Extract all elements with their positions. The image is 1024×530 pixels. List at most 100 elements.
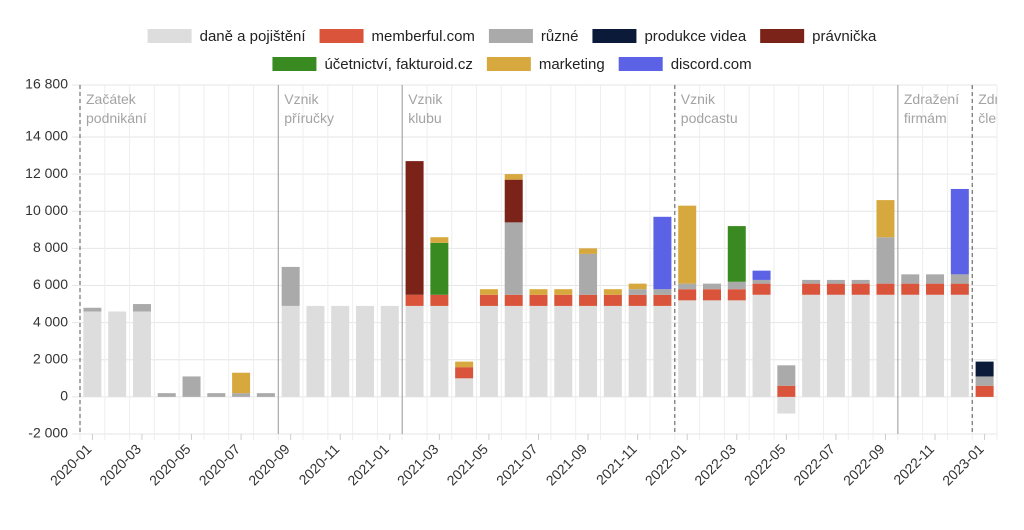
bar-2021-10-memberful-com[interactable] — [603, 294, 622, 306]
bar-2022-03-dane-a-pojisteni[interactable] — [727, 300, 746, 397]
bar-2022-09-ruzne[interactable] — [876, 237, 895, 284]
bar-2021-06-memberful-com[interactable] — [504, 294, 523, 306]
bar-2021-12-dane-a-pojisteni[interactable] — [653, 305, 672, 397]
bar-2022-03-ruzne[interactable] — [727, 281, 746, 290]
bar-2020-09-dane-a-pojisteni[interactable] — [281, 305, 300, 397]
bar-2020-01-ruzne[interactable] — [83, 307, 102, 312]
bar-2020-03-dane-a-pojisteni[interactable] — [132, 311, 151, 397]
bar-2022-01-ruzne[interactable] — [678, 283, 697, 290]
bar-2021-05-dane-a-pojisteni[interactable] — [479, 305, 498, 397]
bar-2022-08-ruzne[interactable] — [851, 279, 870, 284]
bar-2021-10-dane-a-pojisteni[interactable] — [603, 305, 622, 397]
bar-2021-05-marketing[interactable] — [479, 289, 498, 295]
bar-2022-10-ruzne[interactable] — [901, 274, 920, 284]
bar-2022-01-marketing[interactable] — [678, 205, 697, 284]
bar-2021-12-ruzne[interactable] — [653, 289, 672, 295]
bar-2022-09-marketing[interactable] — [876, 200, 895, 238]
bar-2021-12-memberful-com[interactable] — [653, 294, 672, 306]
bar-2022-01-memberful-com[interactable] — [678, 289, 697, 301]
bar-2020-11-dane-a-pojisteni[interactable] — [331, 305, 350, 397]
legend-item-ucetnictvi-fakturoid-cz[interactable]: účetnictví, fakturoid.cz — [272, 56, 473, 73]
bar-2022-04-discord-com[interactable] — [752, 270, 771, 280]
bar-2021-06-dane-a-pojisteni[interactable] — [504, 305, 523, 397]
bar-2022-02-dane-a-pojisteni[interactable] — [702, 300, 721, 397]
bar-2022-08-dane-a-pojisteni[interactable] — [851, 294, 870, 397]
bar-2021-03-marketing[interactable] — [430, 237, 449, 243]
bar-2022-12-ruzne[interactable] — [950, 274, 969, 284]
bar-2022-02-memberful-com[interactable] — [702, 289, 721, 301]
bar-2021-09-dane-a-pojisteni[interactable] — [579, 305, 598, 397]
bar-2021-04-memberful-com[interactable] — [455, 367, 474, 379]
bar-2020-05-ruzne[interactable] — [182, 376, 201, 397]
bar-2022-11-ruzne[interactable] — [926, 274, 945, 284]
bar-2020-07-marketing[interactable] — [232, 372, 251, 394]
bar-2020-08-ruzne[interactable] — [256, 393, 275, 397]
bar-2022-12-dane-a-pojisteni[interactable] — [950, 294, 969, 397]
bar-2021-03-dane-a-pojisteni[interactable] — [430, 305, 449, 397]
bar-2022-04-ruzne[interactable] — [752, 279, 771, 284]
bar-2021-06-pravnicka[interactable] — [504, 179, 523, 223]
bar-2022-07-ruzne[interactable] — [826, 279, 845, 284]
bar-2022-06-memberful-com[interactable] — [802, 283, 821, 295]
bar-2022-04-memberful-com[interactable] — [752, 283, 771, 295]
bar-2021-04-marketing[interactable] — [455, 361, 474, 368]
legend-item-discord-com[interactable]: discord.com — [618, 56, 752, 73]
bar-2022-11-memberful-com[interactable] — [926, 283, 945, 295]
bar-2020-07-ruzne[interactable] — [232, 393, 251, 397]
bar-2021-07-marketing[interactable] — [529, 289, 548, 295]
bar-2021-06-ruzne[interactable] — [504, 222, 523, 295]
bar-2021-08-marketing[interactable] — [554, 289, 573, 295]
bar-2021-05-memberful-com[interactable] — [479, 294, 498, 306]
bar-2023-01-produkce-videa[interactable] — [975, 361, 994, 377]
bar-2021-08-memberful-com[interactable] — [554, 294, 573, 306]
bar-2021-02-dane-a-pojisteni[interactable] — [405, 305, 424, 397]
bar-2021-11-dane-a-pojisteni[interactable] — [628, 305, 647, 397]
bar-2021-11-ruzne[interactable] — [628, 289, 647, 295]
bar-2021-12-discord-com[interactable] — [653, 216, 672, 290]
bar-2021-07-dane-a-pojisteni[interactable] — [529, 305, 548, 397]
bar-2022-01-dane-a-pojisteni[interactable] — [678, 300, 697, 397]
bar-2022-12-memberful-com[interactable] — [950, 283, 969, 295]
bar-2020-06-ruzne[interactable] — [207, 393, 226, 397]
bar-2022-07-memberful-com[interactable] — [826, 283, 845, 295]
bar-2022-02-ruzne[interactable] — [702, 283, 721, 290]
bar-2023-01-memberful-com[interactable] — [975, 385, 994, 397]
bar-2022-09-memberful-com[interactable] — [876, 283, 895, 295]
bar-2021-01-dane-a-pojisteni[interactable] — [380, 305, 399, 397]
bar-2021-09-marketing[interactable] — [579, 248, 598, 254]
bar-2022-06-dane-a-pojisteni[interactable] — [802, 294, 821, 397]
legend-item-dane-a-pojisteni[interactable]: daně a pojištění — [147, 28, 307, 45]
legend-item-memberful-com[interactable]: memberful.com — [319, 28, 475, 45]
bar-2021-02-memberful-com[interactable] — [405, 294, 424, 306]
bar-2022-03-ucetnictvi-fakturoid-cz[interactable] — [727, 226, 746, 282]
bar-2021-08-dane-a-pojisteni[interactable] — [554, 305, 573, 397]
bar-2022-11-dane-a-pojisteni[interactable] — [926, 294, 945, 397]
bar-2022-10-memberful-com[interactable] — [901, 283, 920, 295]
bar-2021-10-marketing[interactable] — [603, 289, 622, 295]
bar-2022-08-memberful-com[interactable] — [851, 283, 870, 295]
bar-2020-01-dane-a-pojisteni[interactable] — [83, 311, 102, 397]
bar-2021-04-dane-a-pojisteni[interactable] — [455, 378, 474, 397]
bar-2020-12-dane-a-pojisteni[interactable] — [356, 305, 375, 397]
bar-2021-06-marketing[interactable] — [504, 174, 523, 180]
bar-2021-03-ucetnictvi-fakturoid-cz[interactable] — [430, 242, 449, 295]
bar-2022-12-discord-com[interactable] — [950, 188, 969, 275]
legend-item-pravnicka[interactable]: právnička — [760, 28, 877, 45]
legend-item-ruzne[interactable]: různé — [488, 28, 579, 45]
bar-2021-03-memberful-com[interactable] — [430, 294, 449, 306]
bar-2020-03-ruzne[interactable] — [132, 304, 151, 312]
bar-2022-10-dane-a-pojisteni[interactable] — [901, 294, 920, 397]
legend-item-marketing[interactable]: marketing — [486, 56, 605, 73]
bar-2021-11-memberful-com[interactable] — [628, 294, 647, 306]
bar-2021-09-ruzne[interactable] — [579, 253, 598, 295]
bar-2020-02-dane-a-pojisteni[interactable] — [108, 311, 127, 397]
bar-2020-04-ruzne[interactable] — [157, 393, 176, 397]
bar-2022-06-ruzne[interactable] — [802, 279, 821, 284]
bar-2022-04-dane-a-pojisteni[interactable] — [752, 294, 771, 397]
bar-2021-09-memberful-com[interactable] — [579, 294, 598, 306]
legend-item-produkce-videa[interactable]: produkce videa — [592, 28, 747, 45]
bar-2022-03-memberful-com[interactable] — [727, 289, 746, 301]
bar-2021-02-pravnicka[interactable] — [405, 161, 424, 295]
bar-2022-05-ruzne[interactable] — [777, 365, 796, 386]
bar-2021-07-memberful-com[interactable] — [529, 294, 548, 306]
